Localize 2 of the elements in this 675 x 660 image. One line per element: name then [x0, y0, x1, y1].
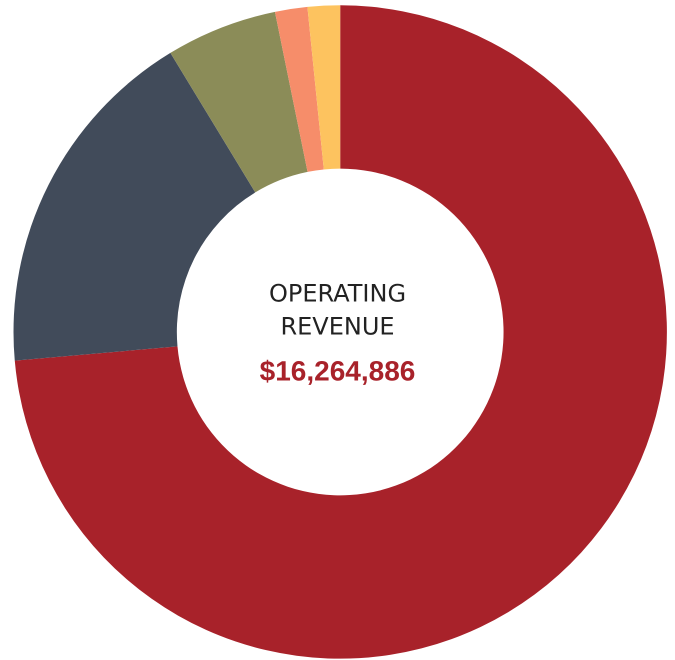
text: OPERATING REVENUE: [268, 280, 406, 340]
text: $16,264,886: [260, 356, 416, 386]
